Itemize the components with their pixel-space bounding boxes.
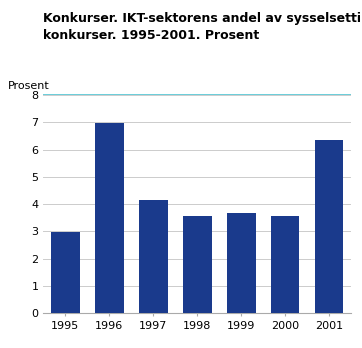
Bar (271, 216, 299, 313)
Bar (95, 123, 124, 313)
Bar (51, 232, 80, 313)
Text: Konkurser. IKT-sektorens andel av sysselsettingen i alle
konkurser. 1995-2001. P: Konkurser. IKT-sektorens andel av syssel… (43, 12, 362, 42)
Bar (315, 140, 344, 313)
Bar (139, 199, 168, 313)
Bar (183, 216, 211, 313)
Text: Prosent: Prosent (8, 81, 50, 91)
Bar (227, 213, 256, 313)
